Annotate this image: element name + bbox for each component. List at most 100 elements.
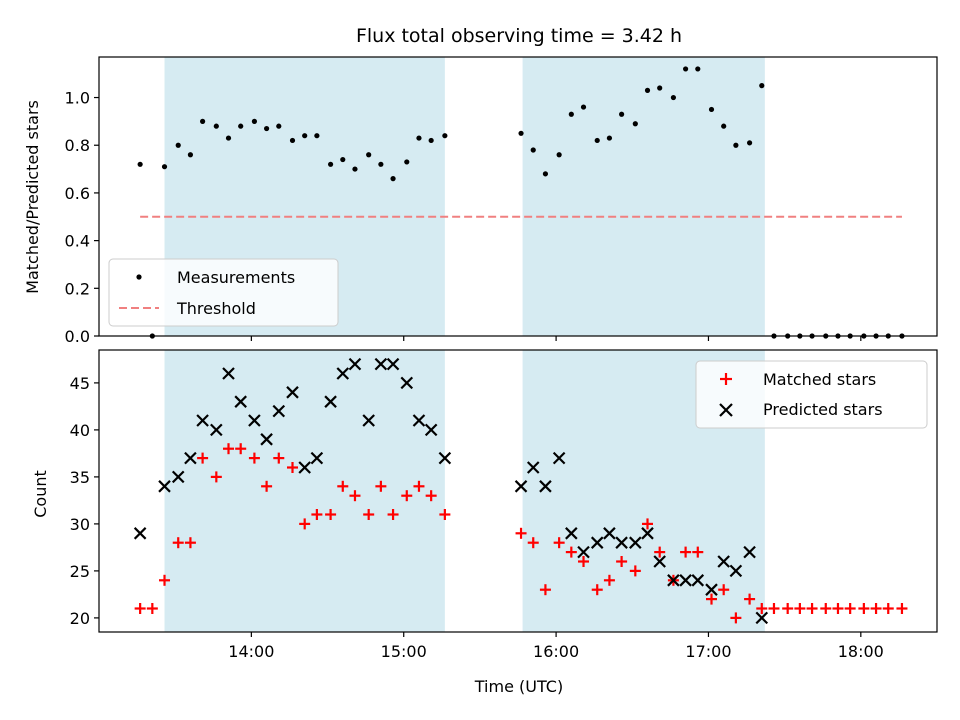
y-tick-label: 20 — [70, 609, 90, 628]
predicted-stars-point — [260, 433, 273, 446]
matched-stars-point — [311, 509, 323, 520]
matched-stars-point — [337, 480, 349, 492]
measurement-point — [416, 135, 422, 141]
predicted-stars-point — [641, 527, 654, 540]
matched-stars-point — [820, 603, 832, 614]
measurement-point — [721, 123, 727, 129]
measurement-point — [670, 94, 677, 101]
measurement-point — [542, 171, 549, 177]
predicted-stars-point — [717, 555, 730, 568]
measurement-point — [580, 104, 587, 110]
legend-measurements-marker — [136, 274, 142, 280]
x-tick-label: 18:00 — [838, 642, 884, 661]
x-tick-label: 16:00 — [533, 642, 579, 661]
predicted-stars-point — [412, 414, 426, 427]
matched-stars-point — [439, 509, 451, 520]
legend-matched-label: Matched stars — [763, 370, 876, 389]
matched-stars-point — [299, 518, 311, 530]
y-tick-label: 0.8 — [65, 136, 90, 155]
x-tick-label: 14:00 — [228, 642, 274, 661]
predicted-stars-point — [705, 583, 718, 596]
top-y-axis-label: Matched/Predicted stars — [23, 100, 42, 294]
top-legend: Measurements Threshold — [108, 258, 339, 327]
measurement-point — [442, 133, 448, 139]
measurement-point — [619, 111, 625, 117]
measurement-point — [632, 121, 638, 127]
legend-threshold-label: Threshold — [176, 299, 256, 318]
matched-stars-point — [870, 603, 882, 614]
predicted-stars-point — [438, 451, 452, 465]
matched-stars-point — [692, 546, 704, 558]
measurement-point — [568, 111, 574, 117]
matched-stars-point — [832, 603, 844, 614]
bottom-y-ticks: 20 25 30 35 40 45 — [70, 374, 99, 628]
matched-stars-point — [172, 537, 184, 549]
bottom-data-points — [133, 357, 908, 625]
matched-stars-point — [387, 509, 399, 520]
predicted-stars-point — [743, 545, 756, 559]
matched-stars-point — [210, 471, 222, 483]
predicted-stars-point — [196, 414, 209, 427]
y-tick-label: 0.2 — [65, 279, 90, 298]
predicted-stars-point — [729, 564, 743, 578]
matched-stars-point — [159, 574, 171, 586]
legend-predicted-label: Predicted stars — [763, 400, 883, 419]
matched-stars-point — [235, 443, 247, 455]
matched-stars-point — [565, 546, 577, 558]
measurement-point — [327, 161, 334, 167]
y-tick-label: 35 — [70, 468, 90, 487]
predicted-stars-point — [324, 395, 337, 408]
predicted-stars-point — [336, 367, 350, 380]
ratio-panel: 0.0 0.2 0.4 0.6 0.8 1.0 Matched/Predicted sta… — [23, 56, 938, 346]
matched-stars-point — [616, 556, 628, 567]
measurement-point — [302, 133, 308, 139]
measurement-point — [238, 123, 244, 129]
measurement-point — [556, 152, 562, 158]
matched-stars-point — [782, 603, 794, 614]
predicted-stars-point — [615, 536, 628, 549]
measurement-point — [225, 135, 232, 141]
bottom-y-axis-label: Count — [31, 470, 50, 518]
y-tick-label: 30 — [70, 515, 90, 534]
matched-stars-point — [146, 603, 158, 614]
matched-stars-point — [706, 593, 718, 605]
predicted-stars-point — [184, 451, 197, 465]
measurement-point — [161, 164, 168, 170]
matched-stars-point — [349, 490, 361, 502]
matched-stars-point — [654, 546, 666, 558]
x-tick-label: 17:00 — [685, 642, 731, 661]
measurement-point — [352, 166, 358, 172]
bottom-legend-box — [695, 360, 928, 429]
y-tick-label: 0.6 — [65, 184, 90, 203]
measurement-point — [378, 161, 384, 167]
matched-stars-point — [425, 490, 437, 502]
predicted-stars-point — [424, 423, 438, 437]
x-axis-label: Time (UTC) — [474, 677, 563, 696]
bottom-legend: Matched stars Predicted stars — [695, 360, 928, 429]
predicted-stars-point — [386, 357, 400, 371]
predicted-stars-point — [565, 527, 578, 540]
predicted-stars-point — [629, 536, 642, 549]
bot-shaded-interval-0 — [164, 350, 445, 632]
predicted-stars-point — [679, 574, 692, 587]
measurement-point — [759, 83, 765, 89]
matched-stars-point — [375, 480, 387, 492]
matched-stars-point — [527, 537, 539, 549]
matched-stars-point — [248, 452, 260, 464]
matched-stars-point — [882, 603, 894, 614]
predicted-stars-point — [526, 461, 540, 474]
measurement-point — [251, 118, 258, 124]
predicted-stars-point — [400, 376, 414, 390]
count-panel: 20 25 30 35 40 45 14:00 15:00 16:00 17:00 18:00 C… — [31, 349, 938, 696]
matched-stars-point — [603, 574, 615, 586]
matched-stars-point — [325, 509, 337, 520]
predicted-stars-point — [691, 574, 705, 587]
matched-stars-point — [363, 509, 375, 520]
matched-stars-point — [744, 593, 756, 605]
matched-stars-point — [756, 603, 768, 614]
legend-predicted-marker — [719, 403, 733, 417]
matched-stars-point — [261, 480, 273, 492]
matched-stars-point — [718, 584, 730, 596]
top-y-ticks: 0.0 0.2 0.4 0.6 0.8 1.0 — [65, 89, 99, 346]
